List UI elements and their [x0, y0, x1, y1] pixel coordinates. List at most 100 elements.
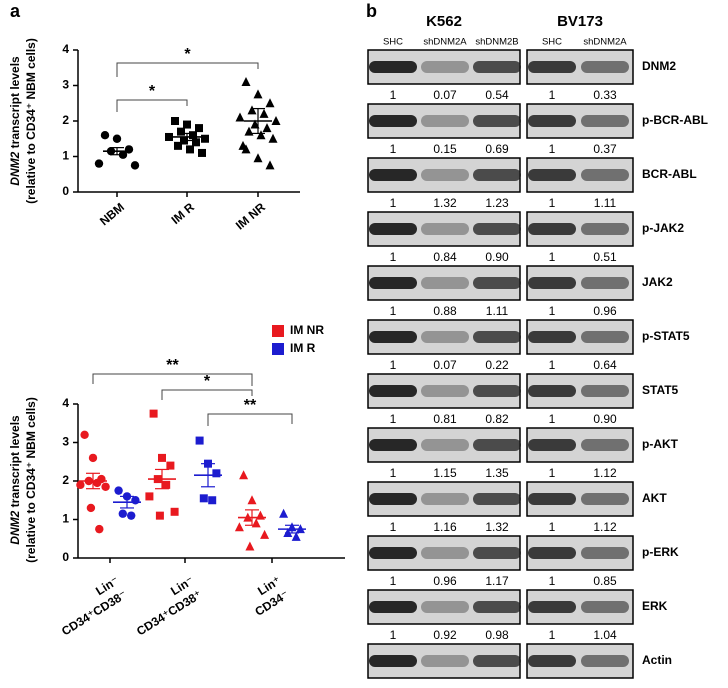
blot-band [473, 439, 521, 451]
data-point [198, 148, 206, 157]
protein-label: p-STAT5 [642, 329, 690, 343]
y-tick-label: 4 [62, 396, 69, 410]
blot-band [369, 493, 417, 505]
data-point [235, 112, 245, 122]
blot-band [473, 493, 521, 505]
quantification: 0.15 [433, 142, 457, 156]
significance-label: ** [244, 397, 257, 414]
data-point [253, 153, 263, 163]
quantification: 1 [549, 88, 556, 102]
quantification: 1 [549, 520, 556, 534]
data-point [149, 409, 158, 418]
quantification: 0.07 [433, 88, 457, 102]
blot-band [369, 61, 417, 73]
blot-band [528, 601, 576, 613]
data-point [245, 541, 255, 551]
blot-band [581, 277, 629, 289]
x-tick-label: CD34⁺CD38⁻ [59, 587, 129, 638]
blot-band [369, 439, 417, 451]
x-tick-label: NBM [97, 200, 127, 228]
data-point [155, 511, 164, 520]
quantification: 0.51 [593, 250, 617, 264]
data-point [195, 436, 204, 445]
data-point [265, 98, 275, 108]
lane-label: shDNM2A [423, 37, 467, 48]
panel-label: b [366, 1, 377, 21]
data-point [166, 461, 175, 470]
blot-band [369, 277, 417, 289]
blot-band [421, 223, 469, 235]
quantification: 1 [549, 412, 556, 426]
data-point [94, 159, 104, 168]
quantification: 0.07 [433, 358, 457, 372]
data-point [165, 132, 173, 141]
blot-band [369, 115, 417, 127]
data-point [260, 529, 270, 539]
blot-band [581, 601, 629, 613]
quantification: 1.04 [593, 628, 617, 642]
quantification: 1.16 [433, 520, 457, 534]
data-point [174, 141, 182, 150]
quantification: 1.11 [594, 196, 617, 210]
significance-bracket [116, 99, 188, 112]
legend-label: IM NR [290, 323, 324, 337]
data-point [171, 117, 179, 125]
quantification: 1 [549, 250, 556, 264]
quantification: 0.37 [593, 142, 617, 156]
blot-band [369, 655, 417, 667]
quantification: 0.64 [593, 358, 617, 372]
data-point [145, 492, 154, 501]
protein-label: p-AKT [642, 437, 679, 451]
blot-band [369, 385, 417, 397]
quantification: 0.96 [433, 574, 457, 588]
data-point [271, 116, 281, 125]
blot-band [528, 169, 576, 181]
quantification: 1 [390, 574, 397, 588]
data-point [265, 160, 275, 170]
data-point [241, 76, 251, 86]
blot-band [528, 493, 576, 505]
quantification: 0.84 [433, 250, 457, 264]
data-point [186, 145, 194, 154]
significance-label: ** [166, 357, 179, 374]
lane-label: shDNM2A [583, 37, 627, 48]
quantification: 1.32 [485, 520, 509, 534]
data-point [268, 133, 278, 143]
data-point [112, 134, 122, 143]
data-point [199, 494, 208, 503]
quantification: 0.82 [485, 412, 509, 426]
data-point [241, 144, 251, 154]
blot-band [421, 655, 469, 667]
blot-band [473, 277, 521, 289]
quantification: 1 [390, 196, 397, 210]
quantification: 1 [390, 412, 397, 426]
y-tick-label: 2 [62, 473, 69, 487]
y-tick-label: 0 [62, 550, 69, 564]
blot-band [421, 547, 469, 559]
quantification: 1.32 [433, 196, 457, 210]
data-point [183, 120, 191, 129]
protein-label: JAK2 [642, 275, 673, 289]
data-point [247, 495, 257, 505]
data-point [130, 161, 140, 170]
blot-band [473, 601, 521, 613]
data-point [253, 89, 263, 99]
quantification: 0.88 [433, 304, 457, 318]
quantification: 0.90 [485, 250, 509, 264]
protein-label: p-JAK2 [642, 221, 684, 235]
data-point [247, 105, 257, 115]
y-tick-label: 1 [62, 149, 69, 163]
blot-band [528, 547, 576, 559]
quantification: 0.69 [485, 142, 509, 156]
blot-band [473, 169, 521, 181]
quantification: 1.11 [486, 304, 509, 318]
quantification: 1 [390, 304, 397, 318]
y-tick-label: 2 [62, 113, 69, 127]
significance-bracket [92, 373, 253, 386]
quantification: 1 [549, 628, 556, 642]
data-point [291, 531, 301, 541]
legend-label: IM R [290, 341, 316, 355]
data-point [192, 138, 200, 147]
data-point [189, 131, 197, 140]
